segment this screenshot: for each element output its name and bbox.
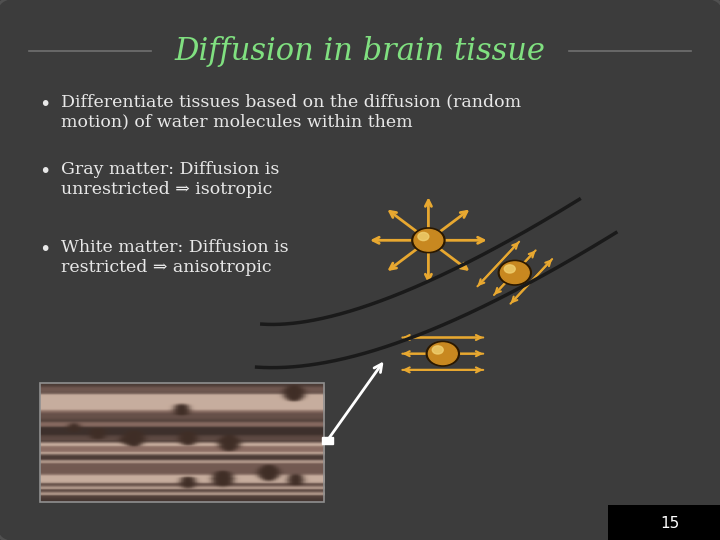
Circle shape <box>414 230 443 251</box>
FancyBboxPatch shape <box>608 505 720 540</box>
Circle shape <box>500 262 529 284</box>
Text: Diffusion in brain tissue: Diffusion in brain tissue <box>174 36 546 67</box>
Circle shape <box>432 346 444 354</box>
Text: motion) of water molecules within them: motion) of water molecules within them <box>61 113 413 130</box>
Text: •: • <box>40 162 51 181</box>
Circle shape <box>418 232 429 241</box>
Text: Differentiate tissues based on the diffusion (random: Differentiate tissues based on the diffu… <box>61 93 521 110</box>
Text: •: • <box>40 240 51 259</box>
Text: 15: 15 <box>660 516 679 531</box>
Text: Gray matter: Diffusion is: Gray matter: Diffusion is <box>61 161 279 178</box>
Text: unrestricted ⇒ isotropic: unrestricted ⇒ isotropic <box>61 181 273 198</box>
Circle shape <box>428 343 457 364</box>
Circle shape <box>504 265 516 273</box>
Circle shape <box>426 341 459 366</box>
Text: restricted ⇒ anisotropic: restricted ⇒ anisotropic <box>61 259 272 276</box>
Circle shape <box>412 228 445 253</box>
FancyBboxPatch shape <box>322 437 333 444</box>
Text: •: • <box>40 94 51 113</box>
Circle shape <box>498 260 531 285</box>
Text: White matter: Diffusion is: White matter: Diffusion is <box>61 239 289 256</box>
